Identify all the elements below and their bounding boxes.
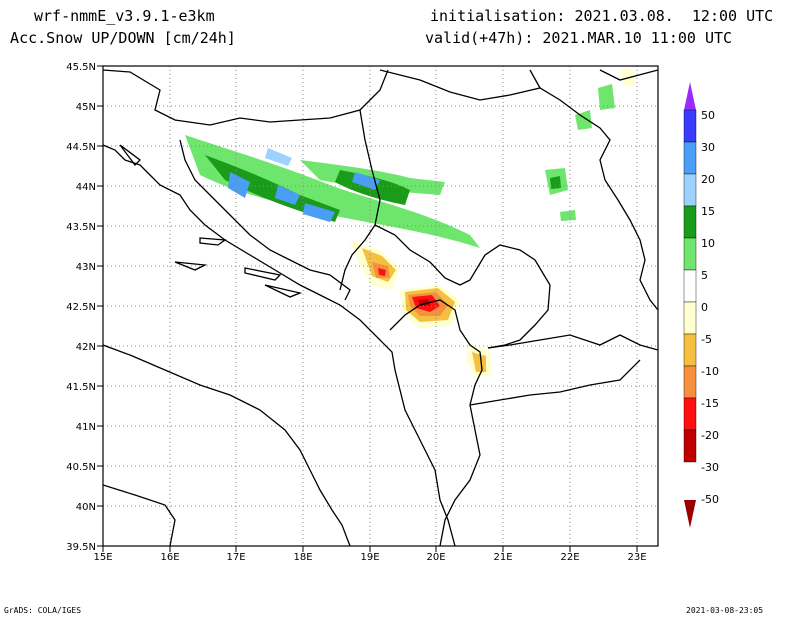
lat-label: 44N — [76, 182, 96, 193]
lon-label: 19E — [360, 552, 379, 563]
init-time: initialisation: 2021.03.08. 12:00 UTC — [430, 7, 774, 25]
lat-label: 45N — [76, 102, 96, 113]
colorbar-box — [683, 397, 697, 431]
axis-ticks — [97, 65, 638, 552]
lon-label: 23E — [627, 552, 646, 563]
lat-label: 42.5N — [66, 302, 96, 313]
colorbar-top-arrow — [684, 82, 696, 110]
colorbar-box — [683, 269, 697, 303]
lon-label: 18E — [293, 552, 312, 563]
colorbar-label: -10 — [701, 365, 719, 378]
software-credit: GrADS: COLA/IGES — [4, 606, 82, 615]
colorbar-box — [683, 205, 697, 239]
valid-time: valid(+47h): 2021.MAR.10 11:00 UTC — [425, 29, 733, 47]
colorbar-box — [683, 141, 697, 175]
colorbar-label: -50 — [701, 493, 719, 506]
lat-label: 45.5N — [66, 62, 96, 73]
colorbar-box — [683, 173, 697, 207]
colorbar-label: 0 — [701, 301, 708, 314]
lat-label: 43.5N — [66, 222, 96, 233]
lon-label: 16E — [160, 552, 179, 563]
colorbar-label: 5 — [701, 269, 708, 282]
colorbar-labels: 50 30 20 15 10 5 0 -5 -10 -15 -20 -30 -5… — [701, 109, 719, 506]
lat-label: 41N — [76, 422, 96, 433]
lat-label: 40.5N — [66, 462, 96, 473]
lon-label: 22E — [560, 552, 579, 563]
colorbar-box — [683, 301, 697, 335]
colorbar-label: -15 — [701, 397, 719, 410]
snow-shading — [185, 68, 636, 378]
lon-label: 20E — [426, 552, 445, 563]
lat-labels: 45.5N 45N 44.5N 44N 43.5N 43N 42.5N 42N … — [66, 62, 96, 553]
colorbar-box — [683, 365, 697, 399]
lon-label: 15E — [93, 552, 112, 563]
colorbar: 50 30 20 15 10 5 0 -5 -10 -15 -20 -30 -5… — [683, 82, 719, 528]
lat-label: 43N — [76, 262, 96, 273]
lat-label: 39.5N — [66, 542, 96, 553]
model-title: wrf-nmmE_v3.9.1-e3km — [34, 7, 215, 25]
colorbar-label: -30 — [701, 461, 719, 474]
colorbar-label: 50 — [701, 109, 715, 122]
lon-label: 21E — [493, 552, 512, 563]
colorbar-box — [683, 333, 697, 367]
lat-label: 44.5N — [66, 142, 96, 153]
lat-label: 41.5N — [66, 382, 96, 393]
graticule — [103, 66, 658, 546]
lat-label: 42N — [76, 342, 96, 353]
coastlines-borders — [103, 69, 658, 546]
colorbar-label: 10 — [701, 237, 715, 250]
colorbar-label: -5 — [701, 333, 712, 346]
colorbar-boxes — [683, 109, 697, 463]
lon-labels: 15E 16E 17E 18E 19E 20E 21E 22E 23E — [93, 552, 646, 563]
lon-label: 17E — [226, 552, 245, 563]
colorbar-box — [683, 429, 697, 463]
colorbar-label: 20 — [701, 173, 715, 186]
render-timestamp: 2021-03-08-23:05 — [686, 606, 764, 615]
colorbar-bottom-arrow — [684, 500, 696, 528]
colorbar-box — [683, 237, 697, 271]
colorbar-label: 15 — [701, 205, 715, 218]
colorbar-label: 30 — [701, 141, 715, 154]
lat-label: 40N — [76, 502, 96, 513]
colorbar-box — [683, 109, 697, 143]
colorbar-label: -20 — [701, 429, 719, 442]
field-title: n Acc.Snow UP/DOWN [cm/24h] — [0, 29, 236, 47]
